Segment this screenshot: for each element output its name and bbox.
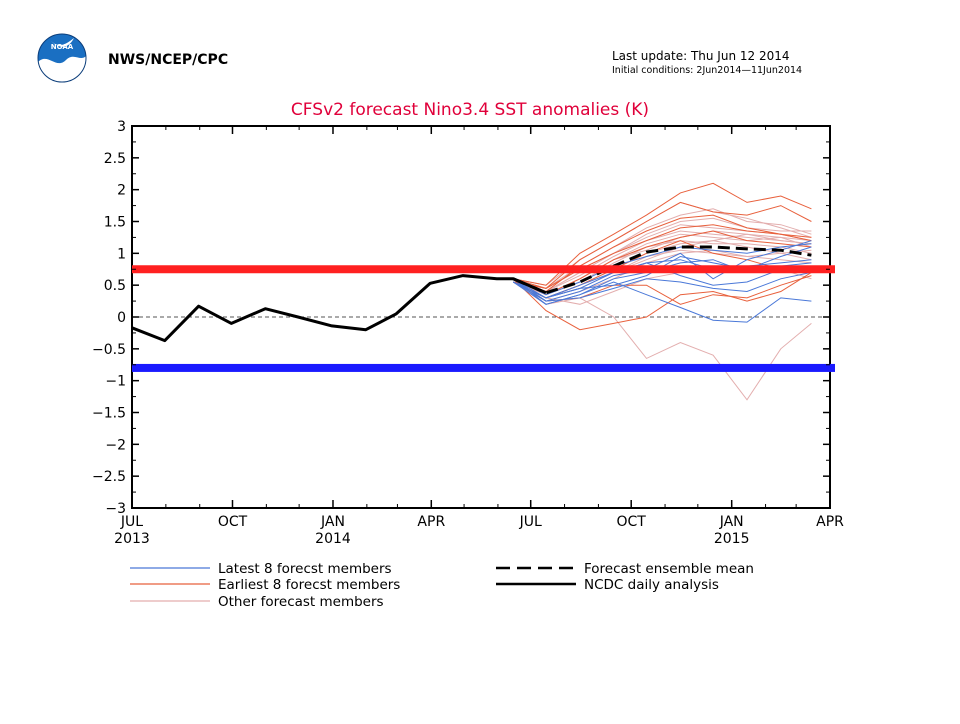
analysis-group <box>131 274 547 343</box>
y-tick-label: 2 <box>117 183 126 199</box>
analysis-line <box>131 274 547 343</box>
x-tick-label: JUL <box>120 514 143 530</box>
last-update: Last update: Thu Jun 12 2014 <box>612 49 790 63</box>
y-tick-label: −1.5 <box>92 406 126 422</box>
x-tick-label: APR <box>417 514 445 530</box>
threshold-group <box>132 265 835 372</box>
ensemble-mean-line <box>512 245 812 295</box>
earliest-member-line <box>512 271 812 331</box>
y-tick-label: 2.5 <box>104 151 126 167</box>
earliest-member-line <box>513 224 812 289</box>
other-member-line <box>513 230 812 293</box>
x-tick-label: JUL <box>519 514 542 530</box>
y-tick-label: 0.5 <box>104 278 126 294</box>
earliest-member-line <box>512 230 812 296</box>
y-tick-label: 3 <box>117 119 126 135</box>
x-tick-label: OCT <box>218 514 248 530</box>
threshold-line-cold <box>132 363 835 372</box>
y-tick-label: −2.5 <box>92 469 126 485</box>
x-tick-label: JAN <box>719 514 744 530</box>
legend-label-analysis: NCDC daily analysis <box>584 577 719 593</box>
y-tick-label: 1 <box>117 246 126 262</box>
x-tick-year-label: 2015 <box>714 531 750 547</box>
y-tick-label: −0.5 <box>92 342 126 358</box>
x-tick-label: APR <box>816 514 844 530</box>
legend-label-mean: Forecast ensemble mean <box>584 561 754 577</box>
logo-text: NOAA <box>51 43 74 51</box>
legend-label-earliest: Earliest 8 forecst members <box>218 577 400 593</box>
y-tick-label: 0 <box>117 310 126 326</box>
plot-frame <box>131 125 831 509</box>
y-tick-label: 1.5 <box>104 215 126 231</box>
agency-label: NWS/NCEP/CPC <box>108 52 228 68</box>
chart-title: CFSv2 forecast Nino3.4 SST anomalies (K) <box>291 100 649 120</box>
threshold-line-warm <box>132 265 835 274</box>
y-tick-label: −2 <box>105 437 126 453</box>
y-axis: 3 2.5 2 1.5 1 0.5 0 −0.5 −1 −1.5 −2 −2.5 −3 <box>92 119 830 517</box>
x-tick-label: OCT <box>617 514 647 530</box>
x-tick-label: JAN <box>320 514 345 530</box>
y-tick-label: −1 <box>105 374 126 390</box>
initial-conditions: Initial conditions: 2Jun2014—11Jun2014 <box>612 65 802 76</box>
y-tick-label: −3 <box>105 501 126 517</box>
legend-label-latest: Latest 8 forecst members <box>218 561 392 577</box>
earliest-member-line <box>513 201 812 289</box>
ensemble-mean-group <box>512 245 812 295</box>
latest-member-line <box>512 259 812 299</box>
x-tick-year-label: 2013 <box>114 531 150 547</box>
noaa-logo <box>37 33 87 86</box>
legend-label-other: Other forecast members <box>218 594 384 610</box>
x-tick-year-label: 2014 <box>315 531 351 547</box>
